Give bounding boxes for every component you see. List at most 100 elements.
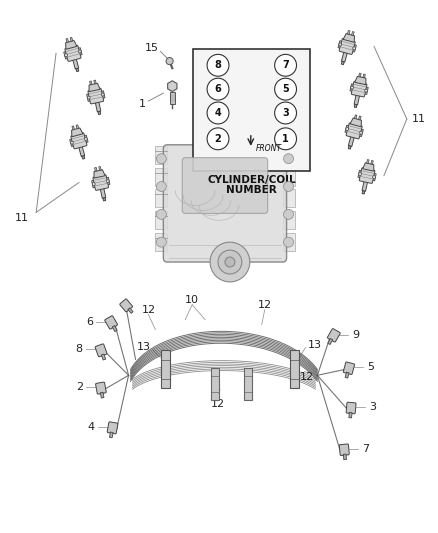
Polygon shape [89,83,100,92]
Circle shape [207,78,229,100]
Bar [66,38,68,43]
Text: 12: 12 [141,305,155,314]
Bar [372,173,376,181]
FancyBboxPatch shape [339,38,355,54]
Bar [343,454,346,459]
Circle shape [283,154,293,164]
Text: 3: 3 [282,108,289,118]
Circle shape [156,209,166,219]
Bar [155,146,167,164]
Bar [338,41,343,49]
FancyBboxPatch shape [93,175,109,190]
Bar [112,326,117,332]
Bar [155,168,167,185]
Bar [106,177,110,185]
Text: 5: 5 [367,362,374,373]
Circle shape [360,131,363,134]
Polygon shape [343,34,354,42]
Bar [87,94,91,101]
Bar [95,101,101,112]
Bar [103,198,106,201]
Bar [76,68,79,71]
Polygon shape [66,41,77,50]
Bar [78,47,82,55]
Bar [110,432,113,438]
Circle shape [351,86,353,89]
Circle shape [275,128,297,150]
Bar [359,73,361,77]
Circle shape [156,154,166,164]
Circle shape [101,93,104,96]
FancyBboxPatch shape [346,123,362,139]
Text: 12: 12 [300,372,314,382]
Bar [348,136,354,147]
Circle shape [92,183,95,185]
Circle shape [210,242,250,282]
Text: 8: 8 [215,60,222,70]
Bar [79,146,85,157]
Bar [99,166,101,171]
Bar [345,125,350,133]
Bar [155,233,167,251]
Bar [95,167,97,171]
Circle shape [156,237,166,247]
Bar [64,51,68,59]
Bar [211,368,219,400]
Bar [283,233,294,251]
Bar [72,126,74,130]
Text: 2: 2 [76,382,83,392]
Circle shape [85,138,87,140]
Text: 7: 7 [282,60,289,70]
Bar [155,212,167,229]
Circle shape [218,250,242,274]
Text: 11: 11 [15,213,29,223]
FancyBboxPatch shape [163,145,286,262]
Text: FRONT: FRONT [256,144,282,154]
Circle shape [166,58,173,64]
FancyBboxPatch shape [346,402,356,414]
FancyBboxPatch shape [65,45,81,61]
Circle shape [283,209,293,219]
Bar [359,129,364,136]
Bar [352,44,357,52]
Bar [283,212,294,229]
FancyBboxPatch shape [71,133,87,149]
FancyBboxPatch shape [95,344,107,357]
Text: 2: 2 [215,134,221,144]
Text: NUMBER: NUMBER [226,185,277,196]
Bar [100,188,106,198]
Polygon shape [363,163,374,171]
FancyBboxPatch shape [339,444,349,456]
Circle shape [275,78,297,100]
FancyBboxPatch shape [107,422,118,434]
Bar [244,368,252,400]
Text: 3: 3 [369,402,376,412]
Polygon shape [355,76,366,85]
Circle shape [71,141,74,144]
Circle shape [275,102,297,124]
Bar [362,181,367,191]
Bar [100,392,104,398]
Text: 4: 4 [215,108,221,118]
Text: 13: 13 [137,343,150,352]
Bar [128,308,133,313]
FancyBboxPatch shape [359,168,375,183]
Polygon shape [350,118,361,127]
Bar [352,31,354,35]
Bar [76,125,79,129]
Circle shape [353,47,356,50]
Text: 4: 4 [88,422,95,432]
Circle shape [283,237,293,247]
Bar [354,115,357,119]
Bar [328,338,333,344]
Text: 9: 9 [352,329,359,340]
Bar [341,52,347,62]
Bar [348,146,351,149]
FancyBboxPatch shape [120,299,132,312]
FancyBboxPatch shape [351,82,367,97]
Circle shape [346,127,349,131]
Text: 1: 1 [282,134,289,144]
Bar [290,351,299,388]
Bar [283,168,294,185]
Bar [101,91,105,99]
